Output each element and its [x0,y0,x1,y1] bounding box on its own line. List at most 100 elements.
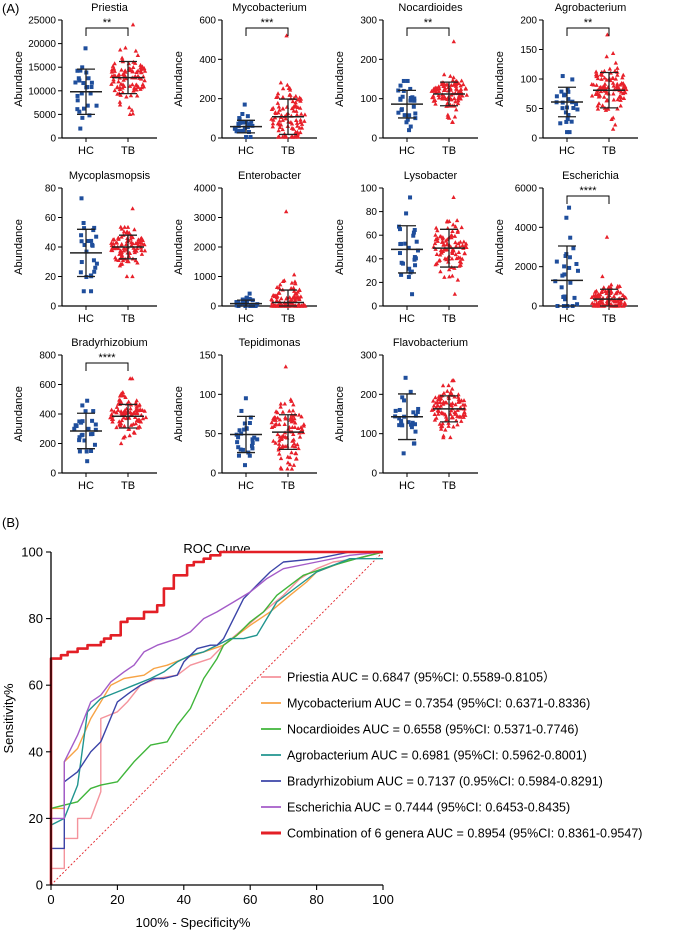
significance-label: ** [584,17,593,29]
hc-data-point [413,413,418,418]
roc-x-tick-label: 100 [372,892,394,907]
tb-data-point [610,126,616,131]
tb-data-point [109,407,114,412]
hc-data-point [566,97,571,102]
tb-data-point [279,296,284,301]
hc-data-point [80,419,85,424]
tb-data-point [458,86,464,91]
hc-data-point [236,435,241,440]
tb-data-point [293,450,298,455]
tb-data-point [269,116,274,121]
tb-data-point [114,404,120,409]
hc-data-point [565,130,570,135]
y-tick-label: 800 [39,351,56,362]
tb-data-point [272,293,277,298]
panel-b-roc-chart: ROC Curve 00 20 20 40 40 60 60 80 80 100 100 100% - … [1,541,642,930]
hc-data-point [400,395,405,400]
hc-data-point [93,422,98,427]
x-tick-label: TB [602,145,616,157]
tb-data-point [143,415,149,420]
tb-data-point [437,86,442,91]
tb-data-point [137,417,142,422]
tb-data-point [440,421,445,426]
tb-data-point [277,422,282,427]
tb-data-point [109,67,115,72]
hc-data-point [566,112,571,117]
y-tick-label: 3000 [194,213,217,224]
hc-data-point [233,125,238,130]
tb-data-point [441,399,446,404]
significance-bracket [566,27,610,36]
legend-entry: Nocardioides AUC = 0.6558 (95%CI: 0.5371… [287,723,579,737]
tb-data-point [274,284,280,289]
tb-data-point [137,238,142,243]
hc-data-point [255,437,260,442]
tb-data-point [446,267,452,272]
tb-data-point [277,438,282,443]
tb-data-point [117,397,122,402]
tb-data-point [604,291,609,296]
tb-data-point [298,98,303,103]
tb-data-point [441,433,446,438]
y-tick-label: 5000 [34,110,57,121]
tb-data-point [292,279,298,284]
tb-data-point [448,435,453,440]
hc-data-point [413,429,418,434]
tb-data-point [456,394,461,399]
tb-data-point [124,94,129,99]
significance-label: ** [424,17,433,29]
tb-data-point [302,118,307,123]
tb-data-point [458,262,463,267]
y-tick-label: 80 [45,184,57,195]
tb-data-point [276,110,281,115]
tb-data-point [433,232,438,237]
tb-data-point [589,93,595,98]
hc-data-point [398,83,403,88]
hc-data-point [89,238,94,243]
hc-data-point [79,239,84,244]
tb-data-point [622,302,628,307]
hc-data-point [412,98,417,103]
hc-data-point [80,65,85,70]
hc-data-point [93,265,98,270]
tb-data-point [450,249,455,254]
tb-data-point [130,111,136,116]
tb-data-point [453,243,459,248]
tb-data-point [433,262,438,267]
tb-data-point [287,92,292,97]
tb-data-point [450,378,455,383]
roc-y-axis-label: Sensitivity% [1,683,16,754]
hc-data-point [564,215,569,220]
y-tick-label: 40 [366,254,378,265]
tb-data-point [609,282,614,287]
hc-data-point [234,303,239,308]
tb-data-point [130,206,135,211]
tb-data-point [617,94,622,99]
hc-data-point [89,80,94,85]
tb-data-point [297,434,303,439]
tb-data-point [121,229,127,234]
tb-data-point [444,400,449,405]
hc-data-point [85,459,90,464]
tb-data-point [432,411,437,416]
subplot-agrobacterium: Agrobacterium 0 50 100 150 200 HC TB Abundance ** [494,2,638,157]
tb-data-point [432,241,438,246]
x-tick-label: HC [238,313,254,325]
tb-data-point [112,88,117,93]
tb-data-point [280,127,285,132]
hc-data-point [407,128,412,133]
hc-data-point [416,406,421,411]
hc-data-point [247,296,252,301]
tb-data-point [129,240,134,245]
tb-data-point [292,420,298,425]
tb-data-point [135,93,140,98]
tb-data-point [280,106,286,111]
y-tick-label: 150 [199,351,216,362]
tb-data-point [119,226,125,231]
tb-data-point [299,414,304,419]
tb-data-point [287,455,293,460]
tb-data-point [298,117,303,122]
tb-data-point [602,68,607,73]
tb-data-point [453,86,459,91]
